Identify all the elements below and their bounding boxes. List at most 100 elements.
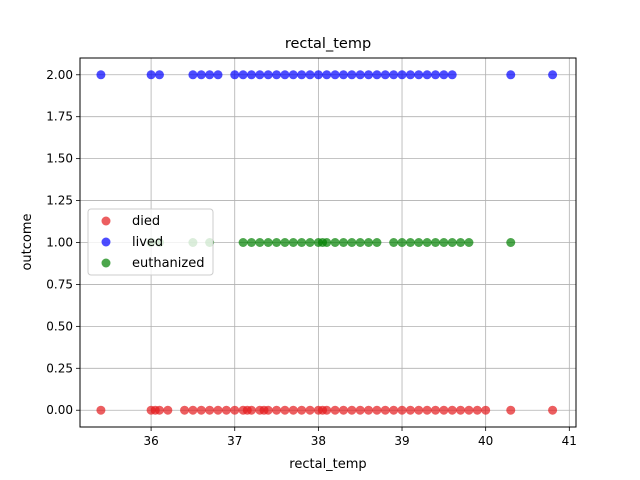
point-lived <box>506 70 516 80</box>
point-died <box>430 405 440 415</box>
point-lived <box>422 70 432 80</box>
point-died <box>154 405 164 415</box>
point-euthanized <box>405 238 415 247</box>
x-tick-label: 39 <box>394 434 409 448</box>
y-tick-label: 0.75 <box>46 277 73 291</box>
y-axis-label: outcome <box>20 213 35 270</box>
point-died <box>481 405 491 415</box>
point-lived <box>288 70 298 80</box>
point-died <box>213 405 223 415</box>
point-euthanized <box>246 238 256 247</box>
point-euthanized <box>422 238 432 247</box>
point-euthanized <box>255 238 265 247</box>
legend-marker-lived <box>101 237 111 247</box>
point-died <box>414 405 424 415</box>
x-axis-ticks: 36 37 38 39 40 41 <box>143 427 577 448</box>
point-euthanized <box>305 238 315 247</box>
point-lived <box>397 70 407 80</box>
point-lived <box>389 70 399 80</box>
point-died <box>338 405 348 415</box>
y-tick-label: 1.50 <box>46 152 73 166</box>
x-tick-label: 40 <box>478 434 493 448</box>
y-tick-label: 1.00 <box>46 236 73 250</box>
point-died <box>397 405 407 415</box>
point-died <box>188 405 198 415</box>
x-axis-label: rectal_temp <box>289 457 366 472</box>
point-euthanized <box>272 238 282 247</box>
legend-label-euthanized: euthanized <box>132 256 204 271</box>
point-died <box>506 405 516 415</box>
point-lived <box>305 70 315 80</box>
point-died <box>456 405 466 415</box>
point-died <box>439 405 449 415</box>
point-euthanized <box>506 238 516 247</box>
point-lived <box>146 70 156 80</box>
point-euthanized <box>280 238 290 247</box>
point-died <box>180 405 190 415</box>
x-tick-label: 41 <box>562 434 577 448</box>
point-lived <box>439 70 449 80</box>
point-lived <box>548 70 558 80</box>
point-died <box>305 405 315 415</box>
point-euthanized <box>439 238 449 247</box>
point-lived <box>322 70 332 80</box>
point-lived <box>238 70 248 80</box>
point-lived <box>364 70 374 80</box>
point-euthanized <box>447 238 457 247</box>
point-died <box>280 405 290 415</box>
point-lived <box>380 70 390 80</box>
point-died <box>246 405 256 415</box>
point-died <box>96 405 106 415</box>
point-euthanized <box>263 238 273 247</box>
x-tick-label: 36 <box>143 434 158 448</box>
x-tick-label: 37 <box>227 434 242 448</box>
point-euthanized <box>372 238 382 247</box>
point-died <box>347 405 357 415</box>
point-euthanized <box>330 238 340 247</box>
point-died <box>272 405 282 415</box>
point-euthanized <box>288 238 298 247</box>
y-tick-label: 1.75 <box>46 110 73 124</box>
point-euthanized <box>355 238 365 247</box>
point-lived <box>405 70 415 80</box>
point-euthanized <box>238 238 248 247</box>
point-euthanized <box>430 238 440 247</box>
point-euthanized <box>338 238 348 247</box>
data-points <box>96 70 558 415</box>
point-died <box>380 405 390 415</box>
legend: died lived euthanized <box>87 208 214 276</box>
legend-marker-died <box>101 216 111 226</box>
point-died <box>163 405 173 415</box>
point-died <box>230 405 240 415</box>
y-tick-label: 2.00 <box>46 68 73 82</box>
point-died <box>389 405 399 415</box>
point-died <box>364 405 374 415</box>
point-euthanized <box>397 238 407 247</box>
point-died <box>464 405 474 415</box>
point-lived <box>447 70 457 80</box>
point-died <box>355 405 365 415</box>
legend-box <box>87 208 214 276</box>
point-euthanized <box>297 238 307 247</box>
point-euthanized <box>389 238 399 247</box>
point-died <box>447 405 457 415</box>
point-euthanized <box>347 238 357 247</box>
point-lived <box>355 70 365 80</box>
y-tick-label: 1.25 <box>46 194 73 208</box>
point-lived <box>255 70 265 80</box>
point-lived <box>272 70 282 80</box>
point-lived <box>430 70 440 80</box>
point-lived <box>372 70 382 80</box>
y-axis-ticks: 0.00 0.25 0.50 0.75 1.00 1.25 1.50 1.75 2.00 <box>46 68 80 417</box>
point-lived <box>313 70 323 80</box>
y-tick-label: 0.00 <box>46 403 73 417</box>
point-lived <box>96 70 106 80</box>
y-tick-label: 0.25 <box>46 361 73 375</box>
legend-label-lived: lived <box>132 235 163 250</box>
point-died <box>205 405 215 415</box>
point-lived <box>347 70 357 80</box>
point-lived <box>246 70 256 80</box>
point-euthanized <box>464 238 474 247</box>
point-died <box>263 405 273 415</box>
point-lived <box>414 70 424 80</box>
